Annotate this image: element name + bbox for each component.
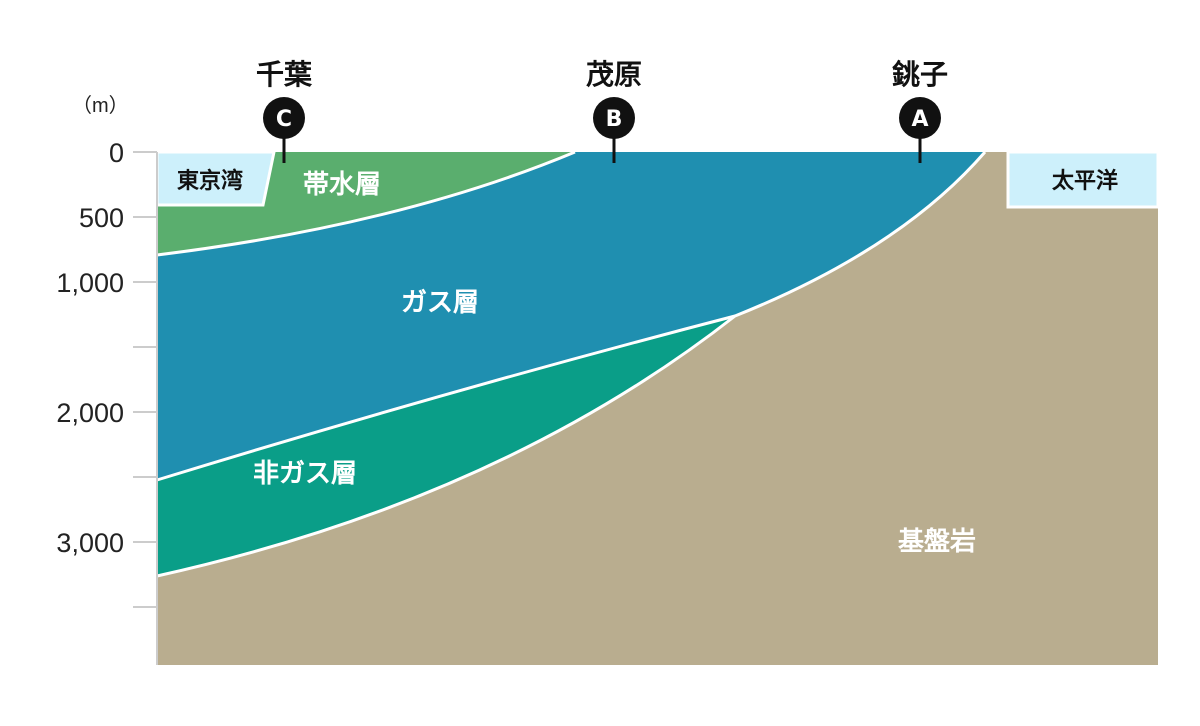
svg-text:C: C (276, 107, 292, 132)
location-name: 千葉 (256, 58, 313, 91)
tick-label: 2,000 (56, 398, 124, 428)
location-name: 茂原 (586, 58, 642, 91)
non-gas-layer (157, 316, 735, 576)
layer-label-non-gas: 非ガス層 (253, 459, 357, 489)
tick-label: 1,000 (56, 268, 124, 298)
location-choshi: 銚子 A (892, 58, 948, 163)
location-chiba: 千葉 C (256, 58, 313, 163)
tick-label: 3,000 (56, 528, 124, 558)
marker-c-icon (263, 97, 305, 139)
boundary-line (156, 151, 987, 578)
layer-label-aquifer: 帯水層 (303, 170, 381, 200)
boundary-line (156, 150, 576, 257)
svg-text:B: B (606, 107, 623, 132)
marker-a-icon (899, 97, 941, 139)
boundary-line (156, 314, 736, 482)
gas-layer (157, 152, 985, 480)
tick-label: 0 (109, 138, 124, 168)
marker-b-icon (593, 97, 635, 139)
location-name: 銚子 (892, 58, 948, 91)
pacific-ocean (1006, 150, 1160, 209)
sea-label-right: 太平洋 (1052, 168, 1118, 194)
layer-label-gas: ガス層 (401, 288, 479, 318)
location-mobara: 茂原 B (586, 58, 642, 163)
unit-label: （m） (72, 94, 129, 117)
sea-label-left: 東京湾 (177, 168, 243, 194)
svg-text:A: A (911, 107, 928, 132)
layer-label-basement: 基盤岩 (898, 527, 976, 557)
tick-label: 500 (79, 203, 124, 233)
